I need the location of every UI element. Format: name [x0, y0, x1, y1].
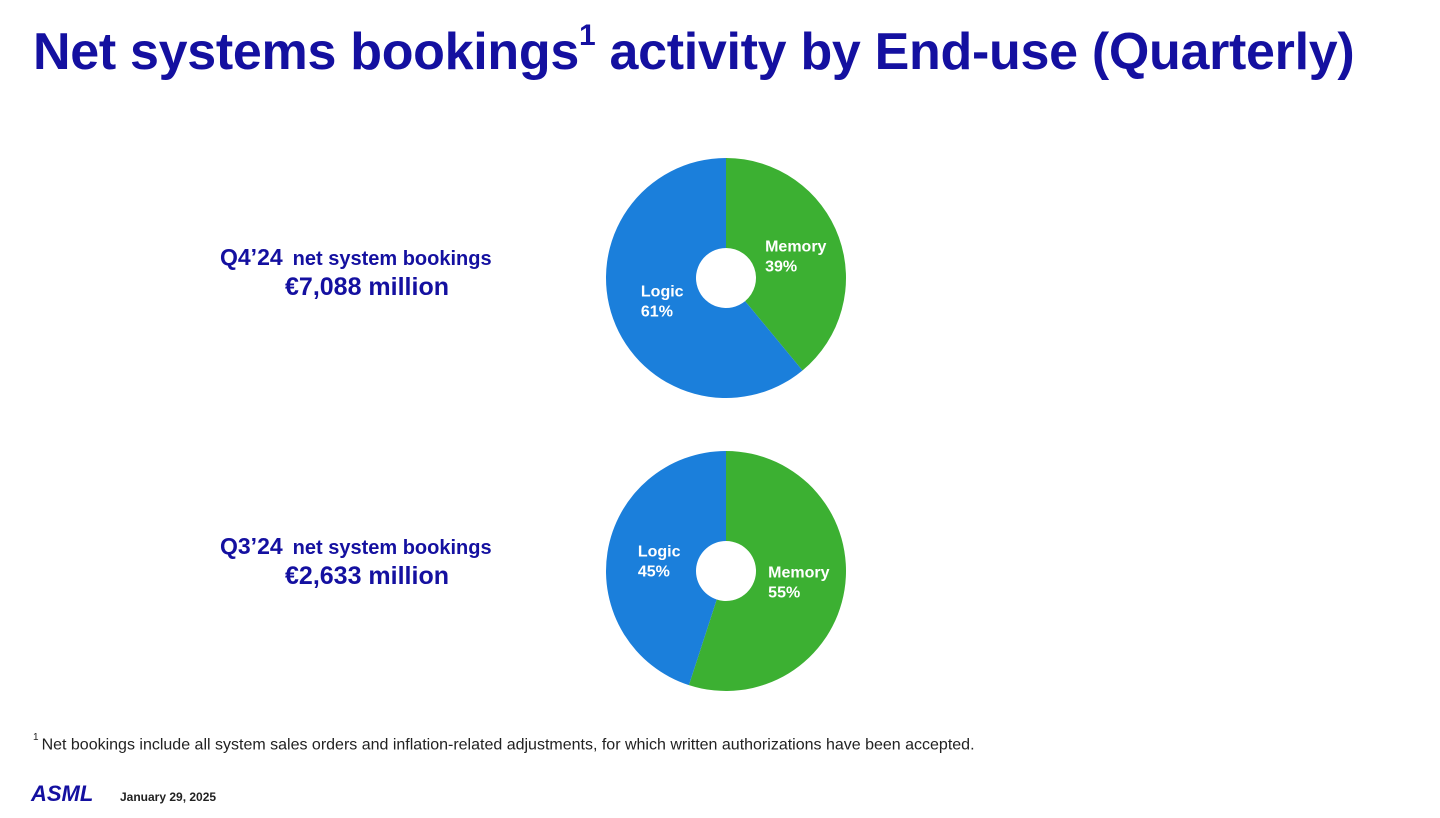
- caption-q4-amount: €7,088 million: [285, 273, 449, 301]
- pie-chart-q3: Memory 55% Logic 45%: [606, 451, 846, 691]
- slice-label-value: 39%: [765, 259, 797, 276]
- pie-slice-q4-logic: [606, 158, 803, 398]
- caption-q3-quarter: Q3’24: [220, 533, 283, 559]
- caption-q3-amount: €2,633 million: [285, 562, 449, 590]
- slice-label-q4-logic: Logic 61%: [641, 283, 684, 320]
- asml-logo: ASML: [31, 781, 94, 806]
- pie-slice-q3-memory: [688, 451, 846, 691]
- caption-q4-subtitle: net system bookings: [292, 248, 492, 270]
- slice-label-name: Logic: [641, 283, 684, 300]
- page-title: Net systems bookings1 activity by End-us…: [33, 18, 1355, 82]
- title-superscript: 1: [578, 18, 596, 52]
- slice-label-value: 55%: [768, 584, 800, 601]
- pie-slice-q4-memory: [726, 158, 846, 371]
- slice-label-name: Memory: [768, 564, 829, 581]
- slice-label-name: Memory: [765, 239, 826, 256]
- footnote: 1 Net bookings include all system sales o…: [33, 732, 975, 754]
- footnote-marker: 1: [33, 732, 39, 743]
- caption-q4: Q4’24 net system bookings €7,088 million: [220, 244, 514, 302]
- caption-q3-subtitle: net system bookings: [292, 537, 492, 559]
- caption-q4-quarter: Q4’24: [220, 244, 283, 270]
- slice-label-name: Logic: [638, 544, 681, 561]
- slice-label-q3-logic: Logic 45%: [638, 544, 681, 581]
- pie-chart-q4: Memory 39% Logic 61%: [606, 158, 846, 398]
- title-main: Net systems bookings: [33, 23, 579, 81]
- caption-q3: Q3’24 net system bookings €2,633 million: [220, 533, 514, 591]
- footnote-text: Net bookings include all system sales or…: [41, 736, 975, 754]
- pie-slice-q3-logic: [606, 451, 726, 686]
- slice-label-q4-memory: Memory 39%: [765, 239, 826, 276]
- slice-label-value: 61%: [641, 303, 673, 320]
- footer-date: January 29, 2025: [120, 790, 217, 804]
- title-rest: activity by End-use (Quarterly): [595, 23, 1355, 81]
- slice-label-value: 45%: [638, 564, 670, 581]
- slice-label-q3-memory: Memory 55%: [768, 564, 829, 601]
